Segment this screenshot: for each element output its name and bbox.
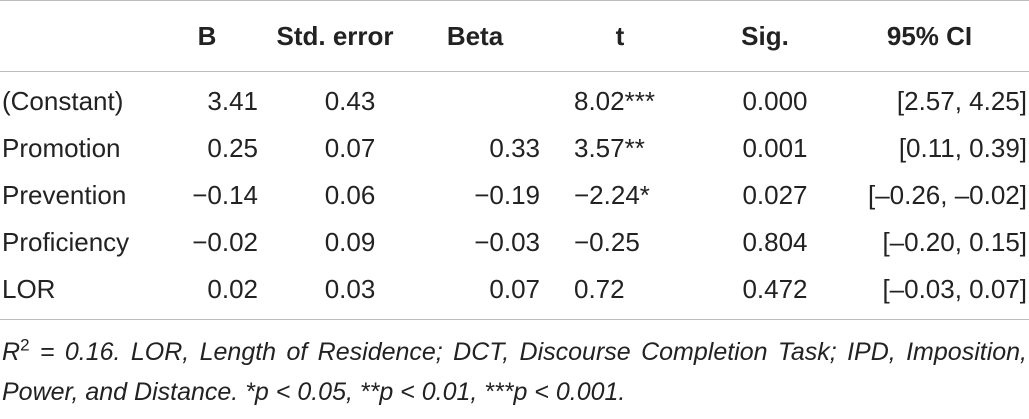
regression-table: B Std. error Beta t Sig. 95% CI (Constan… xyxy=(0,0,1029,320)
cell-sig: 0.027 xyxy=(742,180,808,210)
cell-predictor: Proficiency xyxy=(2,227,130,257)
cell-beta: −0.19 xyxy=(474,180,540,210)
cell-b: 3.41 xyxy=(207,86,258,116)
footnote-r-symbol: R xyxy=(2,338,21,366)
table-header: B Std. error Beta t Sig. 95% CI xyxy=(0,0,1029,72)
cell-predictor: Prevention xyxy=(2,180,127,210)
cell-b: 0.25 xyxy=(207,133,258,163)
cell-sig: 0.000 xyxy=(742,86,808,116)
table-row: Prevention −0.14 0.06 −0.19 −2.24* 0.027… xyxy=(0,172,1029,219)
cell-ci: [–0.03, 0.07] xyxy=(882,274,1027,304)
cell-t: −0.25 xyxy=(574,227,640,257)
cell-predictor: Promotion xyxy=(2,133,121,163)
cell-beta xyxy=(410,72,540,126)
cell-beta: −0.03 xyxy=(474,227,540,257)
cell-beta: 0.07 xyxy=(489,274,540,304)
cell-sig: 0.001 xyxy=(742,133,808,163)
cell-std-error: 0.43 xyxy=(324,86,376,116)
header-row: B Std. error Beta t Sig. 95% CI xyxy=(0,0,1029,72)
cell-ci: [–0.20, 0.15] xyxy=(882,227,1027,257)
footnote-r-superscript: 2 xyxy=(20,335,30,355)
cell-std-error: 0.06 xyxy=(324,180,376,210)
cell-beta: 0.33 xyxy=(489,133,540,163)
cell-b: −0.14 xyxy=(192,180,258,210)
cell-ci: [–0.26, –0.02] xyxy=(867,180,1027,210)
cell-sig: 0.804 xyxy=(742,227,808,257)
footnote-text: = 0.16. LOR, Length of Residence; DCT, D… xyxy=(2,338,1027,406)
cell-std-error: 0.03 xyxy=(324,274,376,304)
header-b: B xyxy=(197,20,217,51)
cell-ci: [0.11, 0.39] xyxy=(898,133,1027,163)
header-ci: 95% CI xyxy=(886,20,973,51)
table-row: (Constant) 3.41 0.43 8.02*** 0.000 [2.57… xyxy=(0,72,1029,126)
cell-b: 0.02 xyxy=(207,274,258,304)
header-std-error: Std. error xyxy=(276,20,394,51)
table-row: Proficiency −0.02 0.09 −0.03 −0.25 0.804… xyxy=(0,219,1029,266)
cell-sig: 0.472 xyxy=(742,274,808,304)
header-predictor xyxy=(0,1,160,72)
table-row: LOR 0.02 0.03 0.07 0.72 0.472 [–0.03, 0.… xyxy=(0,266,1029,320)
header-t: t xyxy=(615,20,625,51)
cell-t: 8.02*** xyxy=(574,86,655,116)
cell-std-error: 0.09 xyxy=(324,227,376,257)
cell-b: −0.02 xyxy=(192,227,258,257)
table-body: (Constant) 3.41 0.43 8.02*** 0.000 [2.57… xyxy=(0,72,1029,320)
cell-predictor: LOR xyxy=(2,274,56,304)
cell-std-error: 0.07 xyxy=(324,133,376,163)
table-footnote: R2 = 0.16. LOR, Length of Residence; DCT… xyxy=(0,320,1029,412)
cell-t: 0.72 xyxy=(574,274,625,304)
header-beta: Beta xyxy=(446,20,504,51)
cell-t: 3.57** xyxy=(574,133,645,163)
table-row: Promotion 0.25 0.07 0.33 3.57** 0.001 [0… xyxy=(0,125,1029,172)
cell-t: −2.24* xyxy=(574,180,650,210)
cell-predictor: (Constant) xyxy=(2,86,124,116)
header-sig: Sig. xyxy=(741,20,789,51)
cell-ci: [2.57, 4.25] xyxy=(896,86,1027,116)
